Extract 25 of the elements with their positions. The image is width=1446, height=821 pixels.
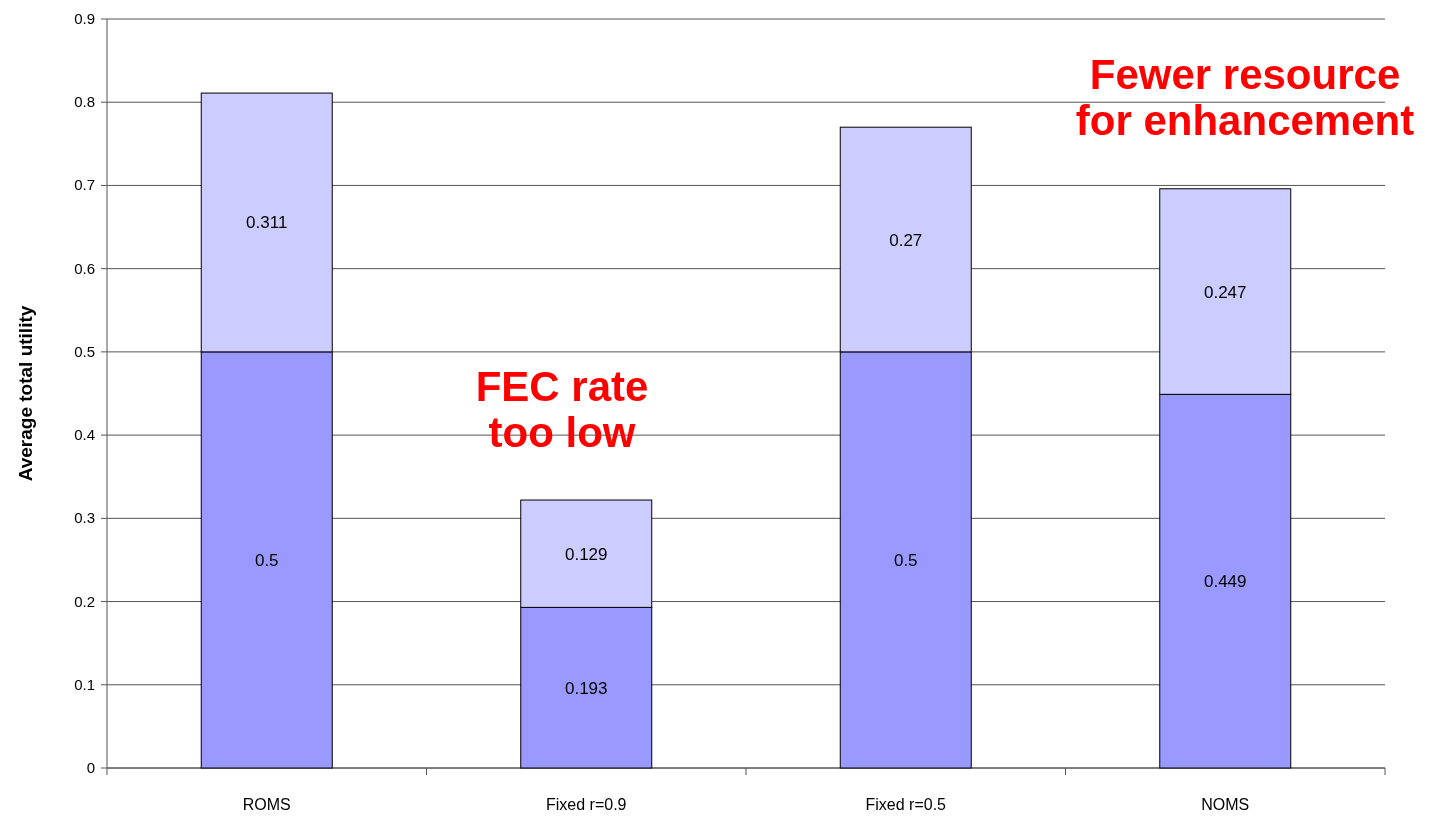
x-tick-label: ROMS xyxy=(242,796,291,813)
y-tick-label: 0.4 xyxy=(74,426,95,444)
y-tick-label: 0.1 xyxy=(74,675,95,693)
data-label: 0.449 xyxy=(1203,572,1247,592)
data-label: 0.247 xyxy=(1203,282,1247,302)
data-label: 0.5 xyxy=(893,550,918,570)
x-tick-label: Fixed r=0.5 xyxy=(865,796,947,813)
data-label: 0.5 xyxy=(254,550,279,570)
data-label: 0.129 xyxy=(564,544,608,564)
data-label: 0.27 xyxy=(889,230,923,250)
y-tick-label: 0.9 xyxy=(74,10,95,27)
annotation: Fewer resource for enhancement xyxy=(1075,51,1415,144)
x-tick-label: NOMS xyxy=(1201,796,1250,813)
y-tick-label: 0.3 xyxy=(74,509,95,527)
x-tick-label: Fixed r=0.9 xyxy=(546,796,627,813)
y-tick-label: 0.8 xyxy=(74,93,95,111)
data-label: 0.193 xyxy=(564,678,608,698)
y-tick-label: 0 xyxy=(86,759,95,776)
y-tick-label: 0.6 xyxy=(74,259,95,277)
y-tick-label: 0.7 xyxy=(74,176,95,194)
annotation: FEC rate too low xyxy=(475,363,649,456)
y-axis-title: Average total utility xyxy=(15,305,36,482)
data-label: 0.311 xyxy=(246,213,288,233)
y-tick-label: 0.2 xyxy=(74,592,95,610)
y-tick-label: 0.5 xyxy=(74,342,95,360)
